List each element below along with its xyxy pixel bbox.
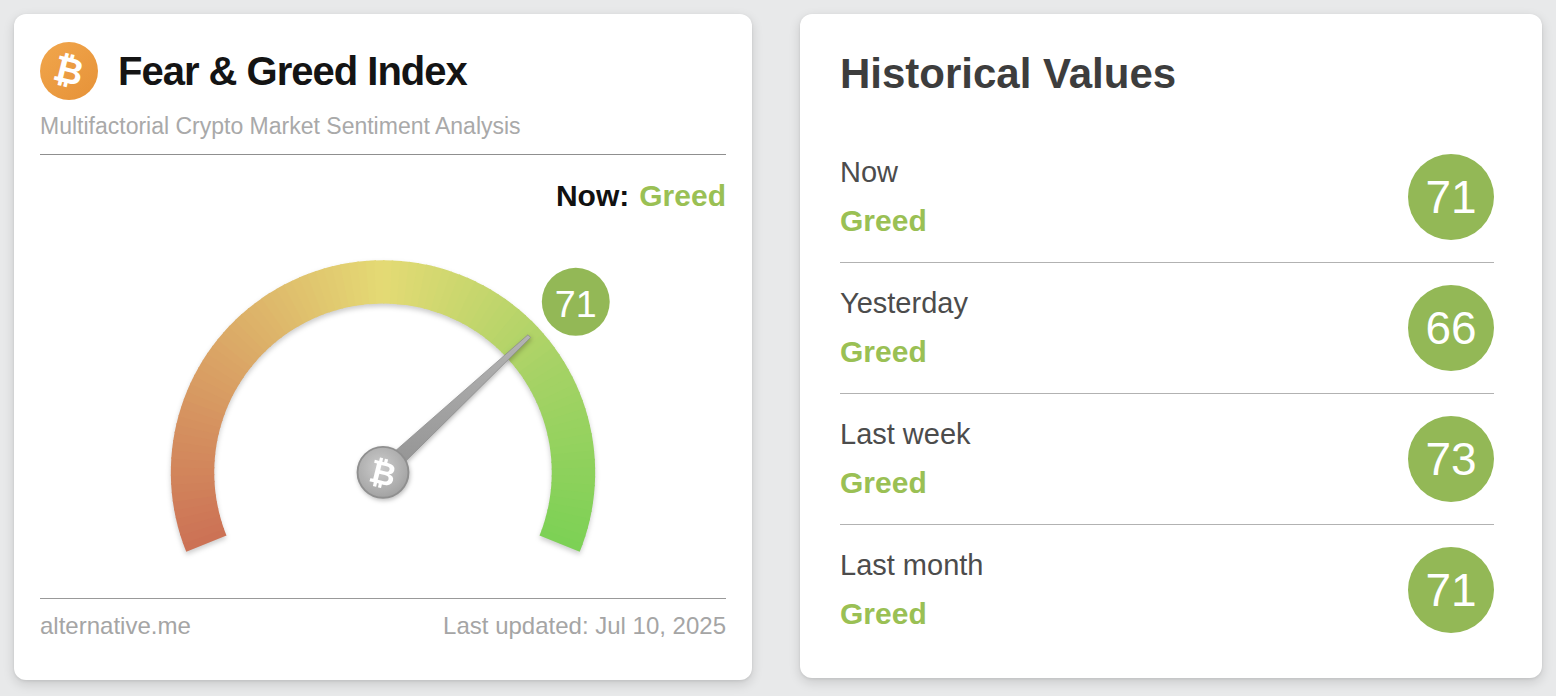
last-updated-text: Last updated: Jul 10, 2025	[443, 612, 726, 640]
table-row: Last week Greed 73	[840, 394, 1494, 525]
bitcoin-logo-icon: ₿	[40, 42, 98, 100]
row-text: Last month Greed	[840, 549, 983, 631]
row-period-label: Last week	[840, 418, 971, 451]
row-period-label: Now	[840, 156, 927, 189]
row-period-label: Yesterday	[840, 287, 968, 320]
bitcoin-symbol: ₿	[50, 50, 87, 92]
fear-greed-card: ₿ Fear & Greed Index Multifactorial Cryp…	[14, 14, 752, 680]
historical-values-title: Historical Values	[840, 50, 1494, 98]
value-badge: 71	[1408, 547, 1494, 633]
historical-rows: Now Greed 71 Yesterday Greed 66 Last wee…	[840, 132, 1494, 655]
now-classification: Greed	[639, 179, 726, 212]
current-classification-line: Now: Greed	[40, 179, 726, 212]
row-classification: Greed	[840, 597, 983, 632]
page-title: Fear & Greed Index	[118, 49, 467, 93]
row-classification: Greed	[840, 204, 927, 239]
header-divider	[40, 154, 726, 155]
source-link[interactable]: alternative.me	[40, 612, 191, 640]
row-text: Yesterday Greed	[840, 287, 968, 369]
row-classification: Greed	[840, 335, 968, 370]
table-row: Last month Greed 71	[840, 525, 1494, 655]
value-badge: 71	[1408, 154, 1494, 240]
gauge-value-badge: 71	[542, 268, 610, 336]
row-text: Last week Greed	[840, 418, 971, 500]
footer-divider	[40, 598, 726, 599]
page: ₿ Fear & Greed Index Multifactorial Cryp…	[0, 0, 1556, 694]
row-period-label: Last month	[840, 549, 983, 582]
gauge-arc	[171, 260, 595, 552]
card-footer: alternative.me Last updated: Jul 10, 202…	[40, 612, 726, 640]
fear-greed-gauge: ₿ 71	[53, 246, 713, 562]
historical-values-card: Historical Values Now Greed 71 Yesterday…	[800, 14, 1542, 678]
value-badge: 73	[1408, 416, 1494, 502]
table-row: Now Greed 71	[840, 132, 1494, 263]
gauge-value-text: 71	[555, 283, 597, 325]
value-badge: 66	[1408, 285, 1494, 371]
table-row: Yesterday Greed 66	[840, 263, 1494, 394]
gauge-container: ₿ 71	[40, 246, 726, 562]
now-label: Now:	[556, 179, 629, 212]
gauge-needle: ₿	[358, 335, 531, 498]
row-classification: Greed	[840, 466, 971, 501]
row-text: Now Greed	[840, 156, 927, 238]
page-subtitle: Multifactorial Crypto Market Sentiment A…	[40, 113, 726, 140]
fear-greed-header: ₿ Fear & Greed Index	[40, 42, 726, 100]
